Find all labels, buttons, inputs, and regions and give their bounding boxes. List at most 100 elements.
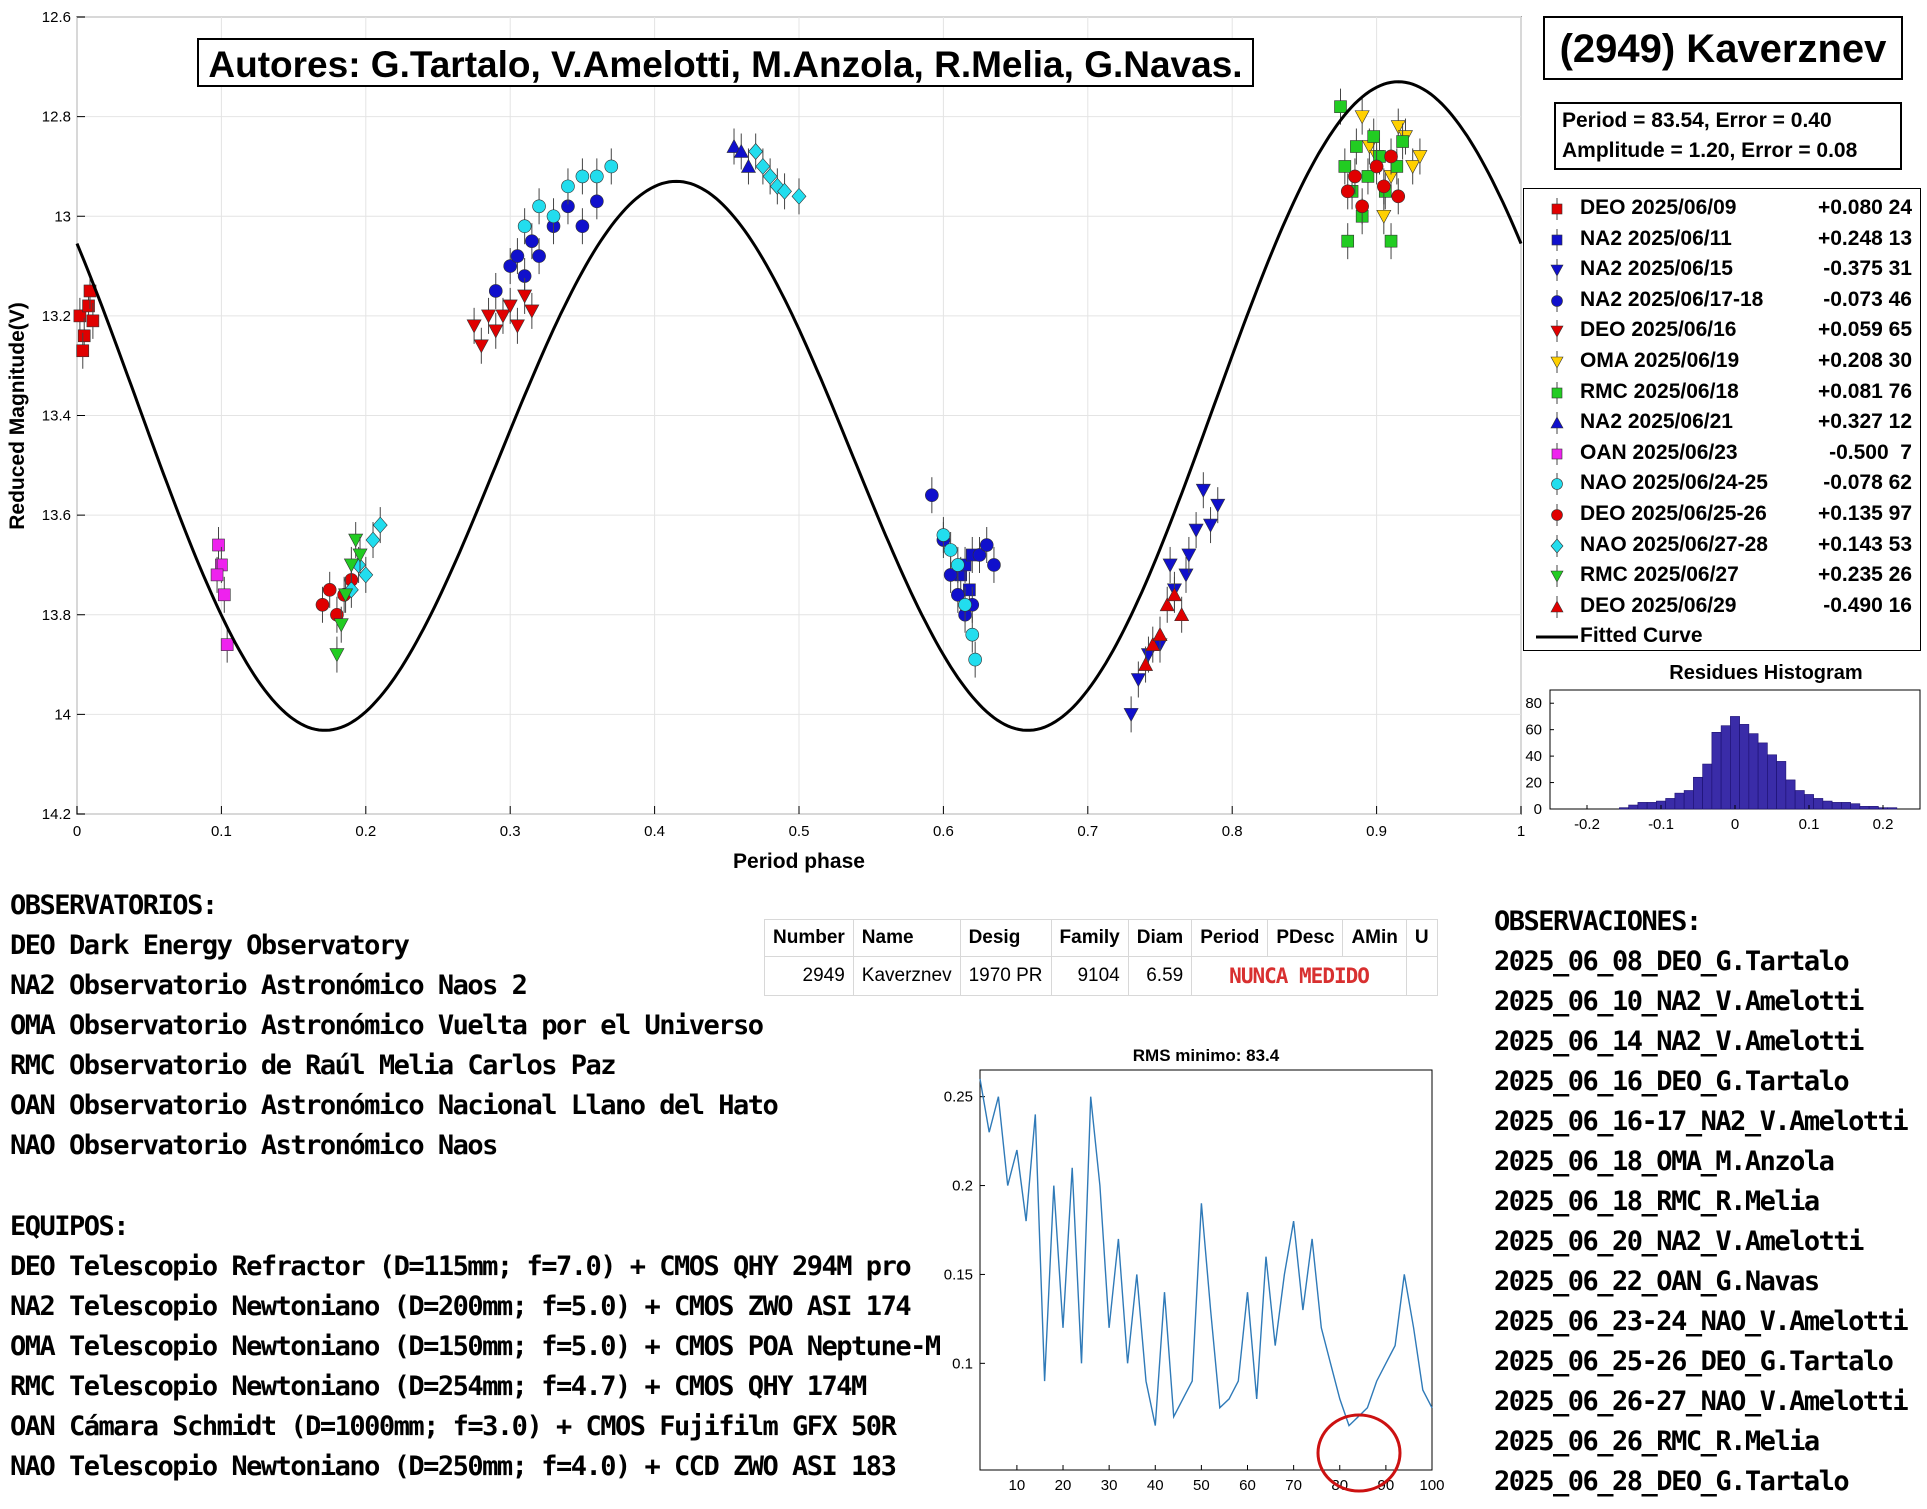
x-tick-label: 0.8 xyxy=(1222,823,1243,840)
series-na2-2025-06-21 xyxy=(726,128,756,185)
equipos-block: EQUIPOS: DEO Telescopio Refractor (D=115… xyxy=(10,1207,941,1487)
histogram-bar xyxy=(1683,790,1694,810)
data-point xyxy=(561,179,575,194)
data-point xyxy=(726,138,742,153)
data-point xyxy=(532,199,546,214)
table-row: 2949 Kaverznev 1970 PR 9104 6.59 NUNCA M… xyxy=(764,956,1438,996)
legend-label: DEO 2025/06/25-26 xyxy=(1580,502,1767,525)
legend-marker-icon xyxy=(1551,381,1563,404)
observacion-line: 2025_06_20_NA2_V.Amelotti xyxy=(1494,1226,1864,1257)
series-oan-2025-06-23 xyxy=(210,527,234,663)
table-header: Diam xyxy=(1127,919,1193,957)
data-point xyxy=(1181,548,1197,563)
x-tick-label: 90 xyxy=(1378,1477,1395,1494)
data-point xyxy=(525,234,539,248)
legend-label: OMA 2025/06/19 xyxy=(1580,349,1740,372)
data-point xyxy=(925,488,939,503)
data-point xyxy=(488,284,503,298)
legend-value: +0.081 76 xyxy=(1817,379,1912,403)
data-point xyxy=(220,638,234,651)
data-point xyxy=(365,531,381,549)
data-point xyxy=(1203,518,1219,533)
data-point xyxy=(1348,169,1362,184)
data-point xyxy=(777,182,792,200)
series-deo-2025-06-16 xyxy=(466,277,540,364)
table-header-row: Number Name Desig Family Diam Period PDe… xyxy=(764,919,1438,957)
histogram-bar xyxy=(1711,732,1722,810)
series-deo-2025-06-09 xyxy=(73,272,100,369)
y-tick-label: 13 xyxy=(54,208,71,225)
data-point xyxy=(1145,637,1161,651)
data-point xyxy=(77,329,91,343)
table-cell xyxy=(1405,956,1438,996)
y-tick-label: 0.15 xyxy=(944,1266,973,1283)
x-tick-label: 70 xyxy=(1285,1477,1302,1494)
legend-marker xyxy=(1551,478,1563,491)
data-point xyxy=(575,219,590,234)
observatorio-line: RMC Observatorio de Raúl Melia Carlos Pa… xyxy=(10,1050,616,1081)
data-point xyxy=(372,516,388,534)
legend-marker-icon xyxy=(1551,289,1563,312)
data-point xyxy=(76,344,90,358)
series-nao-2025-06-24-25 xyxy=(517,148,982,678)
legend-marker-icon xyxy=(1551,473,1563,496)
data-point xyxy=(532,249,546,263)
data-point xyxy=(212,538,225,552)
legend-label: RMC 2025/06/18 xyxy=(1580,379,1739,403)
legend-marker-icon xyxy=(1550,534,1564,557)
table-header: Name xyxy=(852,919,961,957)
legend-value: +0.143 53 xyxy=(1817,532,1912,556)
histogram-bar xyxy=(1637,802,1648,810)
histogram-bar xyxy=(1619,807,1629,810)
y-tick-label: 12.8 xyxy=(42,109,71,126)
legend-value: +0.327 12 xyxy=(1817,410,1912,434)
legend-label: RMC 2025/06/27 xyxy=(1580,563,1739,587)
asteroid-name: (2949) Kaverznev xyxy=(1543,16,1903,80)
data-point xyxy=(1390,120,1406,135)
data-point xyxy=(762,167,778,185)
legend-value: -0.375 31 xyxy=(1823,257,1912,281)
data-point xyxy=(1159,597,1175,612)
y-tick-label: 40 xyxy=(1525,748,1542,765)
data-point xyxy=(755,157,771,175)
x-tick-label: 60 xyxy=(1239,1477,1256,1494)
data-point xyxy=(86,314,100,328)
x-tick-label: 0.6 xyxy=(933,823,954,840)
data-point xyxy=(1367,130,1381,143)
legend-label: NA2 2025/06/15 xyxy=(1580,257,1733,281)
y-tick-label: 20 xyxy=(1525,775,1542,792)
data-point xyxy=(488,324,504,339)
observacion-line: 2025_06_18_OMA_M.Anzola xyxy=(1494,1146,1835,1177)
data-point xyxy=(1174,607,1190,622)
data-point xyxy=(338,588,354,603)
x-tick-label: 30 xyxy=(1101,1477,1118,1494)
legend-item: DEO 2025/06/25-26 +0.135 97 xyxy=(1524,499,1920,529)
table-cell: 2949 xyxy=(764,956,854,996)
data-point xyxy=(217,588,231,602)
equipo-line: RMC Telescopio Newtoniano (D=254mm; f=4.… xyxy=(10,1371,867,1402)
table-header: Number xyxy=(764,919,854,957)
x-tick-label: 50 xyxy=(1193,1477,1210,1494)
series-nao-2025-06-27-28 xyxy=(343,133,807,608)
x-tick-label: 0 xyxy=(1731,816,1739,833)
y-tick-label: 13.6 xyxy=(42,507,71,524)
legend-value: -0.490 16 xyxy=(1823,593,1912,617)
data-point xyxy=(1350,140,1363,153)
legend-item: DEO 2025/06/29 -0.490 16 xyxy=(1524,591,1920,621)
data-point xyxy=(524,304,540,319)
legend-label: DEO 2025/06/09 xyxy=(1580,196,1737,219)
equipo-line: NAO Telescopio Newtoniano (D=250mm; f=4.… xyxy=(10,1451,897,1482)
legend-marker xyxy=(1551,294,1563,307)
data-point xyxy=(958,597,972,612)
legend-item: DEO 2025/06/16 +0.059 65 xyxy=(1524,315,1920,345)
observacion-line: 2025_06_10_NA2_V.Amelotti xyxy=(1494,986,1864,1017)
legend-item: RMC 2025/06/18 +0.081 76 xyxy=(1524,377,1920,407)
y-tick-label: 14 xyxy=(54,706,71,723)
histogram-bar xyxy=(1868,806,1879,810)
table-header: Desig xyxy=(959,919,1052,957)
residues-histogram: Residues Histogram -0.2 -0.1 0 0.1 0.2 0 20 40 6… xyxy=(1525,662,1921,833)
x-tick-label: 0 xyxy=(73,823,81,840)
legend-item: NA2 2025/06/15 -0.375 31 xyxy=(1524,254,1920,284)
legend-marker xyxy=(1550,356,1564,369)
data-point xyxy=(352,548,368,563)
